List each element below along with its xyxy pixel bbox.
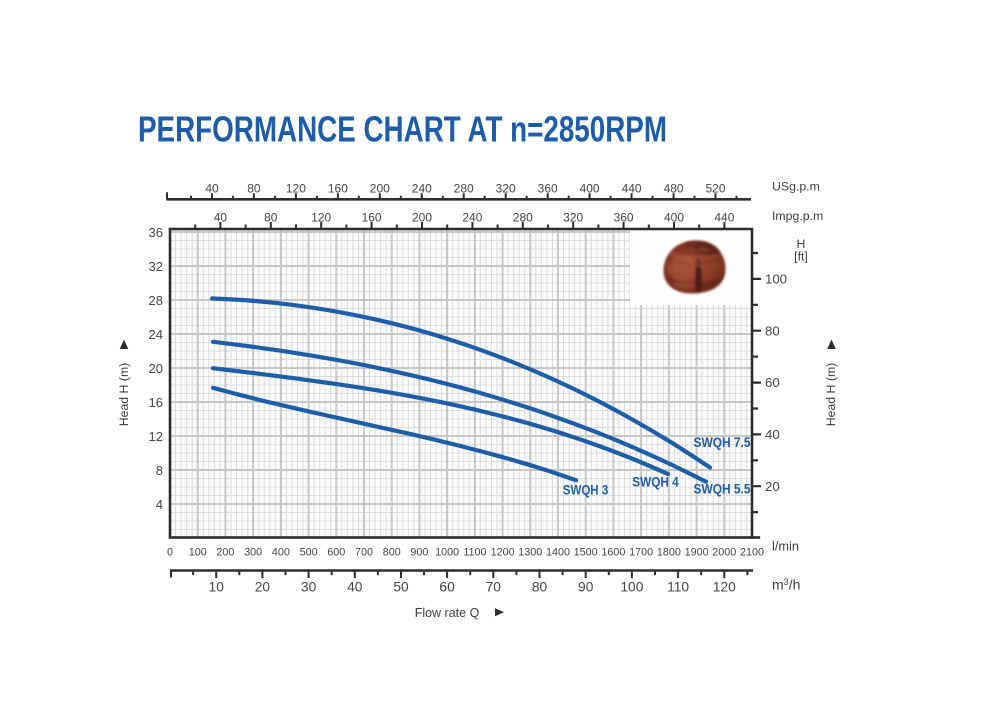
svg-text:H: H: [797, 237, 806, 251]
svg-text:100: 100: [189, 547, 207, 559]
svg-text:500: 500: [300, 547, 318, 559]
svg-text:1900: 1900: [685, 547, 709, 559]
svg-text:50: 50: [393, 580, 409, 595]
svg-text:2000: 2000: [712, 547, 736, 559]
svg-text:1600: 1600: [601, 547, 625, 559]
svg-text:SWQH 5.5: SWQH 5.5: [694, 482, 751, 497]
svg-text:120: 120: [713, 580, 736, 595]
svg-text:900: 900: [410, 547, 428, 559]
svg-text:80: 80: [264, 211, 278, 225]
svg-text:4: 4: [156, 497, 163, 512]
svg-text:10: 10: [209, 580, 225, 595]
svg-text:110: 110: [667, 580, 689, 595]
svg-text:20: 20: [765, 479, 780, 494]
svg-text:700: 700: [355, 547, 373, 559]
svg-text:1300: 1300: [518, 547, 542, 559]
svg-text:70: 70: [486, 580, 502, 595]
svg-text:1000: 1000: [435, 547, 459, 559]
svg-text:40: 40: [765, 427, 780, 442]
svg-text:28: 28: [149, 293, 163, 308]
svg-text:800: 800: [383, 547, 401, 559]
svg-text:200: 200: [412, 211, 432, 225]
svg-text:m3/h: m3/h: [772, 577, 800, 593]
svg-text:160: 160: [362, 211, 382, 225]
svg-text:Impg.p.m: Impg.p.m: [772, 209, 823, 223]
svg-text:32: 32: [149, 259, 163, 274]
svg-text:480: 480: [664, 182, 684, 196]
svg-text:[ft]: [ft]: [794, 250, 808, 264]
svg-text:240: 240: [412, 182, 432, 196]
svg-text:1200: 1200: [491, 547, 515, 559]
svg-text:320: 320: [563, 211, 583, 225]
svg-text:SWQH 3: SWQH 3: [563, 483, 609, 498]
svg-text:400: 400: [580, 182, 600, 196]
svg-text:24: 24: [149, 327, 163, 342]
svg-text:SWQH 7.5: SWQH 7.5: [694, 435, 751, 450]
svg-text:520: 520: [705, 182, 725, 196]
svg-text:40: 40: [214, 211, 228, 225]
svg-text:PERFORMANCE CHART AT n=2850RPM: PERFORMANCE CHART AT n=2850RPM: [138, 109, 667, 150]
svg-text:80: 80: [247, 182, 261, 196]
svg-text:40: 40: [205, 182, 219, 196]
svg-text:120: 120: [311, 211, 331, 225]
svg-text:1400: 1400: [546, 547, 570, 559]
svg-text:Head H (m): Head H (m): [824, 363, 838, 427]
svg-text:36: 36: [149, 225, 163, 240]
svg-text:80: 80: [765, 323, 780, 338]
svg-text:20: 20: [255, 580, 271, 595]
svg-text:20: 20: [149, 361, 163, 376]
svg-text:1500: 1500: [574, 547, 598, 559]
svg-text:40: 40: [347, 580, 363, 595]
svg-text:30: 30: [301, 580, 317, 595]
svg-text:300: 300: [244, 547, 262, 559]
svg-text:2100: 2100: [740, 547, 764, 559]
svg-text:400: 400: [664, 211, 684, 225]
svg-text:l/min: l/min: [772, 539, 799, 554]
svg-text:1700: 1700: [629, 547, 653, 559]
svg-text:440: 440: [714, 211, 734, 225]
svg-text:Head H (m): Head H (m): [117, 363, 131, 427]
svg-text:12: 12: [149, 429, 163, 444]
svg-text:600: 600: [327, 547, 345, 559]
svg-text:320: 320: [496, 182, 516, 196]
svg-text:0: 0: [167, 547, 173, 559]
svg-text:60: 60: [439, 580, 455, 595]
svg-text:90: 90: [578, 580, 594, 595]
svg-text:8: 8: [156, 463, 163, 478]
svg-text:USg.p.m: USg.p.m: [772, 180, 820, 194]
svg-text:200: 200: [216, 547, 234, 559]
svg-text:440: 440: [622, 182, 642, 196]
svg-text:60: 60: [765, 375, 780, 390]
svg-text:1100: 1100: [463, 547, 486, 559]
svg-text:240: 240: [462, 211, 482, 225]
svg-text:200: 200: [370, 182, 390, 196]
svg-text:360: 360: [538, 182, 558, 196]
svg-text:Flow rate Q: Flow rate Q: [415, 606, 480, 620]
svg-text:100: 100: [620, 580, 643, 595]
svg-text:280: 280: [513, 211, 533, 225]
svg-text:360: 360: [614, 211, 634, 225]
svg-text:SWQH 4: SWQH 4: [632, 475, 679, 490]
svg-text:120: 120: [286, 182, 306, 196]
svg-text:100: 100: [765, 272, 787, 287]
svg-text:80: 80: [532, 580, 548, 595]
svg-text:1800: 1800: [657, 547, 681, 559]
svg-text:400: 400: [272, 547, 290, 559]
svg-text:280: 280: [454, 182, 474, 196]
svg-text:16: 16: [149, 395, 163, 410]
svg-text:160: 160: [328, 182, 348, 196]
